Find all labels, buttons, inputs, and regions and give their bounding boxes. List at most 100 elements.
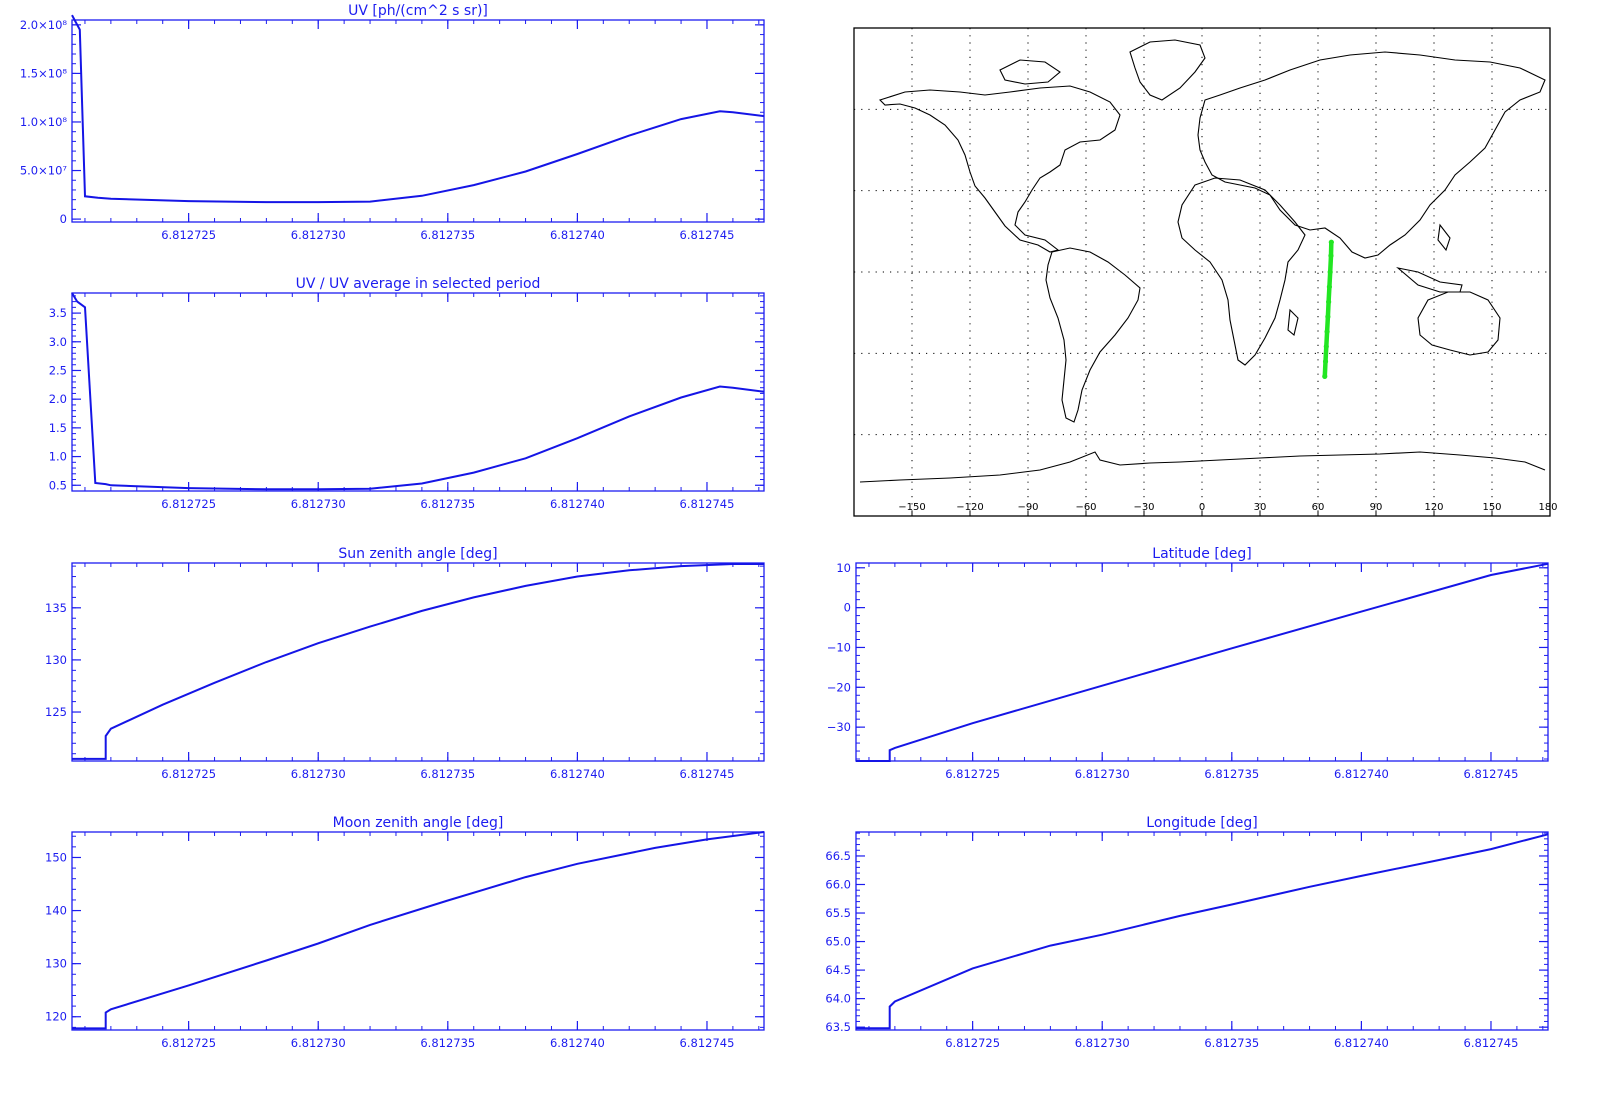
map-coastlines: [859, 39, 1546, 483]
x-tick-label: 6.812740: [1334, 767, 1389, 781]
plot-longitude: Longitude [deg] 6.812725 6.812730 6.812735 6…: [825, 815, 1549, 1050]
x-tick-label: 6.812730: [291, 767, 346, 781]
series-line: [71, 292, 765, 491]
y-tick-label: 5.0×10⁷: [20, 164, 68, 178]
plot-frame: [71, 292, 765, 492]
plot-title: UV / UV average in selected period: [296, 276, 541, 292]
map-x-tick-label: 60: [1312, 502, 1325, 513]
x-tick-label: 6.812745: [1464, 1036, 1519, 1050]
plot-title: Latitude [deg]: [1152, 546, 1251, 562]
plot-frame: [71, 831, 765, 1031]
x-tick-label: 6.812730: [1075, 1036, 1130, 1050]
x-tick-label: 6.812740: [550, 497, 605, 511]
x-tick-label: 6.812745: [680, 767, 735, 781]
plot-frame: [855, 562, 1549, 762]
plot-latitude: Latitude [deg] 6.812725 6.812730 6.812735 6.…: [827, 546, 1549, 781]
x-tick-label: 6.812735: [420, 497, 475, 511]
y-tick-label: 1.0: [49, 450, 67, 464]
series-line: [856, 833, 1549, 1030]
y-tick-label: 2.0×10⁸: [20, 18, 68, 32]
y-tick-label: 130: [45, 653, 67, 667]
x-tick-label: 6.812730: [1075, 767, 1130, 781]
y-tick-label: 65.0: [825, 935, 851, 949]
y-tick-label: 63.5: [825, 1020, 851, 1034]
map-x-tick-label: 180: [1538, 502, 1557, 513]
x-tick-label: 6.812725: [161, 1036, 216, 1050]
x-tick-label: 6.812725: [945, 1036, 1000, 1050]
x-tick-label: 6.812725: [945, 767, 1000, 781]
series-line: [72, 831, 765, 1030]
plot-map: −150 −120 −90 −60 −30 0 30 60 90 120 150 180: [853, 27, 1558, 517]
y-tick-label: 3.0: [49, 335, 67, 349]
x-tick-label: 6.812735: [1204, 1036, 1259, 1050]
plot-title: Moon zenith angle [deg]: [333, 815, 504, 831]
x-tick-label: 6.812730: [291, 1036, 346, 1050]
y-tick-label: 66.5: [825, 849, 851, 863]
y-tick-label: 150: [45, 850, 67, 864]
plot-uv: UV [ph/(cm^2 s sr)] 6.812725 6.812730 6.812…: [20, 3, 765, 242]
x-tick-label: 6.812740: [1334, 1036, 1389, 1050]
y-tick-label: −20: [827, 680, 851, 694]
y-tick-label: 2.0: [49, 392, 67, 406]
map-x-tick-label: −30: [1133, 502, 1154, 513]
x-tick-label: 6.812735: [420, 228, 475, 242]
x-tick-label: 6.812745: [1464, 767, 1519, 781]
y-tick-label: 0: [60, 212, 67, 226]
map-x-tick-label: 90: [1370, 502, 1383, 513]
plot-uv_ratio: UV / UV average in selected period 6.8127…: [49, 276, 765, 511]
plot-sun_zenith: Sun zenith angle [deg] 6.812725 6.812730 6.…: [45, 546, 765, 781]
x-tick-label: 6.812740: [550, 228, 605, 242]
map-x-tick-label: 0: [1199, 502, 1205, 513]
y-tick-label: 140: [45, 904, 67, 918]
y-tick-label: 64.0: [825, 992, 851, 1006]
x-tick-label: 6.812725: [161, 767, 216, 781]
y-tick-label: 66.0: [825, 877, 851, 891]
map-x-tick-label: 150: [1482, 502, 1501, 513]
map-x-tick-label: −90: [1017, 502, 1038, 513]
y-tick-label: 64.5: [825, 963, 851, 977]
plot-title: Sun zenith angle [deg]: [338, 546, 497, 562]
plot-title: Longitude [deg]: [1146, 815, 1257, 831]
y-tick-label: −30: [827, 720, 851, 734]
x-tick-label: 6.812740: [550, 767, 605, 781]
map-x-tick-label: 30: [1254, 502, 1267, 513]
y-tick-label: 10: [836, 561, 851, 575]
map-x-tick-label: −60: [1075, 502, 1096, 513]
y-tick-label: 0: [844, 601, 851, 615]
y-tick-label: 125: [45, 705, 67, 719]
y-tick-label: −10: [827, 640, 851, 654]
x-tick-label: 6.812735: [1204, 767, 1259, 781]
map-x-tick-label: 120: [1424, 502, 1443, 513]
y-tick-label: 2.5: [49, 363, 67, 377]
plot-title: UV [ph/(cm^2 s sr)]: [348, 3, 488, 19]
y-tick-label: 65.5: [825, 906, 851, 920]
x-tick-label: 6.812740: [550, 1036, 605, 1050]
x-tick-label: 6.812735: [420, 1036, 475, 1050]
y-tick-label: 3.5: [49, 306, 67, 320]
plot-frame: [71, 562, 765, 762]
plot-moon_zenith: Moon zenith angle [deg] 6.812725 6.812730 6…: [45, 815, 765, 1050]
y-tick-label: 135: [45, 601, 67, 615]
series-line: [71, 14, 765, 204]
x-tick-label: 6.812725: [161, 497, 216, 511]
map-x-tick-label: −150: [898, 502, 925, 513]
plot-frame: [71, 19, 765, 223]
y-tick-label: 1.5×10⁸: [20, 66, 68, 80]
track-line: [1322, 242, 1334, 377]
y-tick-label: 1.5: [49, 421, 67, 435]
x-tick-label: 6.812730: [291, 228, 346, 242]
y-tick-label: 120: [45, 1010, 67, 1024]
plot-frame: [855, 831, 1549, 1031]
y-tick-label: 1.0×10⁸: [20, 115, 68, 129]
y-tick-label: 0.5: [49, 478, 67, 492]
y-tick-label: 130: [45, 957, 67, 971]
series-line: [856, 562, 1549, 762]
x-tick-label: 6.812745: [680, 1036, 735, 1050]
x-tick-label: 6.812735: [420, 767, 475, 781]
map-x-tick-label: −120: [956, 502, 983, 513]
x-tick-label: 6.812730: [291, 497, 346, 511]
x-tick-label: 6.812745: [680, 228, 735, 242]
x-tick-label: 6.812745: [680, 497, 735, 511]
series-line: [72, 563, 764, 760]
